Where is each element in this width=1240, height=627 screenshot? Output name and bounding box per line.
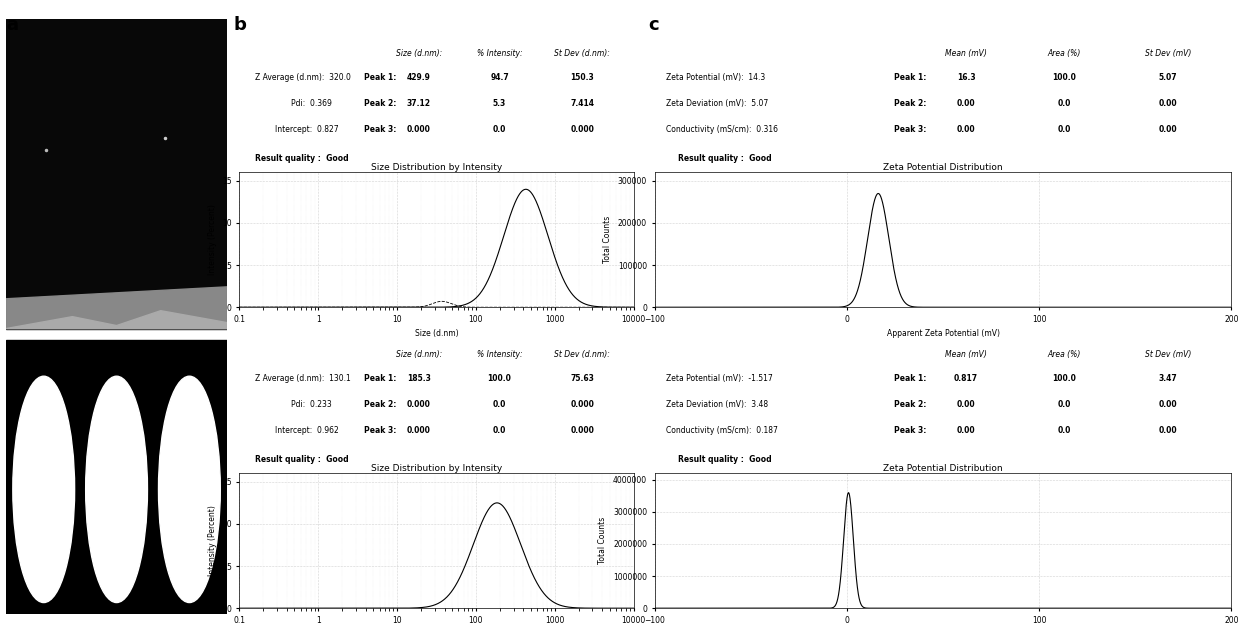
Text: 16.3: 16.3 bbox=[957, 73, 976, 82]
Ellipse shape bbox=[12, 376, 74, 603]
Text: Peak 1:: Peak 1: bbox=[894, 374, 926, 383]
Text: 5.3: 5.3 bbox=[494, 99, 506, 108]
Text: Result quality :  Good: Result quality : Good bbox=[255, 455, 348, 464]
Text: 150.3: 150.3 bbox=[570, 73, 594, 82]
Text: Zeta Deviation (mV):  5.07: Zeta Deviation (mV): 5.07 bbox=[666, 99, 769, 108]
Text: 0.000: 0.000 bbox=[570, 426, 594, 435]
Text: Pdi:  0.233: Pdi: 0.233 bbox=[290, 400, 331, 409]
Text: 37.12: 37.12 bbox=[407, 99, 430, 108]
Text: Intercept:  0.962: Intercept: 0.962 bbox=[275, 426, 339, 435]
Text: 0.000: 0.000 bbox=[407, 125, 430, 134]
Text: 3.47: 3.47 bbox=[1158, 374, 1177, 383]
Text: 0.00: 0.00 bbox=[957, 125, 976, 134]
Title: Zeta Potential Distribution: Zeta Potential Distribution bbox=[883, 162, 1003, 172]
Ellipse shape bbox=[86, 376, 148, 603]
Text: 0.00: 0.00 bbox=[957, 400, 976, 409]
Text: 0.0: 0.0 bbox=[492, 125, 506, 134]
Title: Zeta Potential Distribution: Zeta Potential Distribution bbox=[883, 463, 1003, 473]
Text: Mean (mV): Mean (mV) bbox=[945, 49, 987, 58]
Text: St Dev (d.nm):: St Dev (d.nm): bbox=[554, 49, 610, 58]
Text: Peak 2:: Peak 2: bbox=[363, 99, 396, 108]
Text: Result quality :  Good: Result quality : Good bbox=[678, 154, 771, 163]
Text: Peak 2:: Peak 2: bbox=[894, 400, 926, 409]
Text: a: a bbox=[6, 16, 19, 34]
Text: 0.00: 0.00 bbox=[957, 426, 976, 435]
Title: Size Distribution by Intensity: Size Distribution by Intensity bbox=[371, 162, 502, 172]
Text: 0.000: 0.000 bbox=[570, 125, 594, 134]
Text: Peak 2:: Peak 2: bbox=[894, 99, 926, 108]
Text: c: c bbox=[649, 16, 660, 34]
Text: Result quality :  Good: Result quality : Good bbox=[255, 154, 348, 163]
Text: Area (%): Area (%) bbox=[1048, 49, 1081, 58]
Text: 0.000: 0.000 bbox=[407, 426, 430, 435]
Text: Peak 3:: Peak 3: bbox=[894, 426, 926, 435]
Text: 100.0: 100.0 bbox=[487, 374, 512, 383]
Text: Peak 3:: Peak 3: bbox=[363, 125, 396, 134]
Text: 0.000: 0.000 bbox=[407, 400, 430, 409]
Text: 0.00: 0.00 bbox=[1158, 99, 1177, 108]
Text: 429.9: 429.9 bbox=[407, 73, 430, 82]
Text: Pdi:  0.369: Pdi: 0.369 bbox=[290, 99, 331, 108]
Text: 0.0: 0.0 bbox=[492, 400, 506, 409]
Text: Area (%): Area (%) bbox=[1048, 350, 1081, 359]
Text: 0.0: 0.0 bbox=[492, 426, 506, 435]
Text: Peak 3:: Peak 3: bbox=[363, 426, 396, 435]
Text: 7.414: 7.414 bbox=[570, 99, 594, 108]
Ellipse shape bbox=[159, 376, 221, 603]
Text: Result quality :  Good: Result quality : Good bbox=[678, 455, 771, 464]
Text: Peak 1:: Peak 1: bbox=[363, 73, 396, 82]
Text: % Intensity:: % Intensity: bbox=[476, 49, 522, 58]
Text: St Dev (mV): St Dev (mV) bbox=[1145, 49, 1192, 58]
Y-axis label: Total Counts: Total Counts bbox=[604, 216, 613, 263]
Text: Size (d.nm):: Size (d.nm): bbox=[396, 49, 441, 58]
X-axis label: Size (d.nm): Size (d.nm) bbox=[414, 329, 459, 339]
Text: 100.0: 100.0 bbox=[1053, 374, 1076, 383]
Text: 0.817: 0.817 bbox=[954, 374, 978, 383]
Text: St Dev (d.nm):: St Dev (d.nm): bbox=[554, 350, 610, 359]
Text: 0.0: 0.0 bbox=[1058, 125, 1071, 134]
Text: Zeta Potential (mV):  -1.517: Zeta Potential (mV): -1.517 bbox=[666, 374, 773, 383]
Y-axis label: Intensity (Percent): Intensity (Percent) bbox=[207, 204, 217, 275]
Polygon shape bbox=[6, 310, 227, 329]
Text: Peak 1:: Peak 1: bbox=[894, 73, 926, 82]
Text: Conductivity (mS/cm):  0.316: Conductivity (mS/cm): 0.316 bbox=[666, 125, 779, 134]
Bar bbox=[6, 19, 227, 329]
Text: Size (d.nm):: Size (d.nm): bbox=[396, 350, 441, 359]
Text: Peak 3:: Peak 3: bbox=[894, 125, 926, 134]
Text: Zeta Potential (mV):  14.3: Zeta Potential (mV): 14.3 bbox=[666, 73, 765, 82]
Text: Z Average (d.nm):  320.0: Z Average (d.nm): 320.0 bbox=[255, 73, 351, 82]
Text: 100.0: 100.0 bbox=[1053, 73, 1076, 82]
Text: 185.3: 185.3 bbox=[407, 374, 430, 383]
Text: 5.07: 5.07 bbox=[1158, 73, 1177, 82]
Y-axis label: Total Counts: Total Counts bbox=[599, 517, 608, 564]
Text: Peak 1:: Peak 1: bbox=[363, 374, 396, 383]
Text: Mean (mV): Mean (mV) bbox=[945, 350, 987, 359]
Text: 0.00: 0.00 bbox=[1158, 426, 1177, 435]
Text: 0.00: 0.00 bbox=[1158, 400, 1177, 409]
Text: Peak 2:: Peak 2: bbox=[363, 400, 396, 409]
Text: Zeta Deviation (mV):  3.48: Zeta Deviation (mV): 3.48 bbox=[666, 400, 769, 409]
Text: 94.7: 94.7 bbox=[490, 73, 508, 82]
Text: 0.000: 0.000 bbox=[570, 400, 594, 409]
Bar bbox=[6, 340, 227, 614]
X-axis label: Apparent Zeta Potential (mV): Apparent Zeta Potential (mV) bbox=[887, 329, 999, 339]
Text: Intercept:  0.827: Intercept: 0.827 bbox=[275, 125, 339, 134]
Title: Size Distribution by Intensity: Size Distribution by Intensity bbox=[371, 463, 502, 473]
Text: 0.0: 0.0 bbox=[1058, 99, 1071, 108]
Text: St Dev (mV): St Dev (mV) bbox=[1145, 350, 1192, 359]
Text: 0.0: 0.0 bbox=[1058, 426, 1071, 435]
Text: Conductivity (mS/cm):  0.187: Conductivity (mS/cm): 0.187 bbox=[666, 426, 779, 435]
Y-axis label: Intensity (Percent): Intensity (Percent) bbox=[207, 505, 217, 576]
Text: 0.00: 0.00 bbox=[957, 99, 976, 108]
Text: % Intensity:: % Intensity: bbox=[476, 350, 522, 359]
Text: 0.00: 0.00 bbox=[1158, 125, 1177, 134]
Polygon shape bbox=[6, 287, 227, 329]
Text: 75.63: 75.63 bbox=[570, 374, 594, 383]
Text: b: b bbox=[233, 16, 246, 34]
Text: Z Average (d.nm):  130.1: Z Average (d.nm): 130.1 bbox=[255, 374, 351, 383]
Text: 0.0: 0.0 bbox=[1058, 400, 1071, 409]
